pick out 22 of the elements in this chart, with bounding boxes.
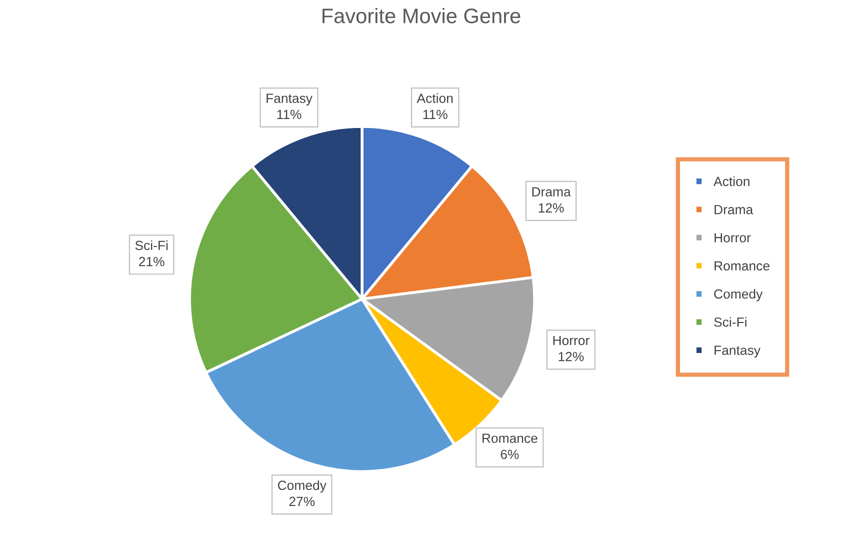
- chart-title: Favorite Movie Genre: [322, 8, 520, 24]
- legend-label: Romance: [714, 261, 770, 271]
- data-label: 27%: [289, 496, 315, 506]
- data-label: 12%: [538, 203, 564, 213]
- data-label: 11%: [423, 110, 448, 120]
- legend-label: Drama: [714, 205, 754, 214]
- slice-label: Comedy: [278, 480, 326, 493]
- data-label: 12%: [558, 352, 584, 362]
- slice-label: Drama: [532, 187, 571, 196]
- slice-label: Action: [416, 93, 453, 103]
- legend-label: Comedy: [714, 288, 763, 302]
- legend-label: Action: [714, 176, 750, 186]
- data-label: 11%: [277, 110, 302, 120]
- slice-label: Sci-Fi: [135, 240, 168, 250]
- slice-label: Romance: [482, 434, 538, 443]
- slice-label: Horror: [553, 336, 590, 346]
- legend-label: Horror: [714, 233, 751, 242]
- data-label: 6%: [500, 450, 519, 460]
- legend-label: Sci-Fi: [714, 317, 746, 327]
- legend-label: Fantasy: [714, 346, 760, 358]
- data-label: 21%: [139, 256, 164, 266]
- slice-label: Fantasy: [266, 94, 312, 106]
